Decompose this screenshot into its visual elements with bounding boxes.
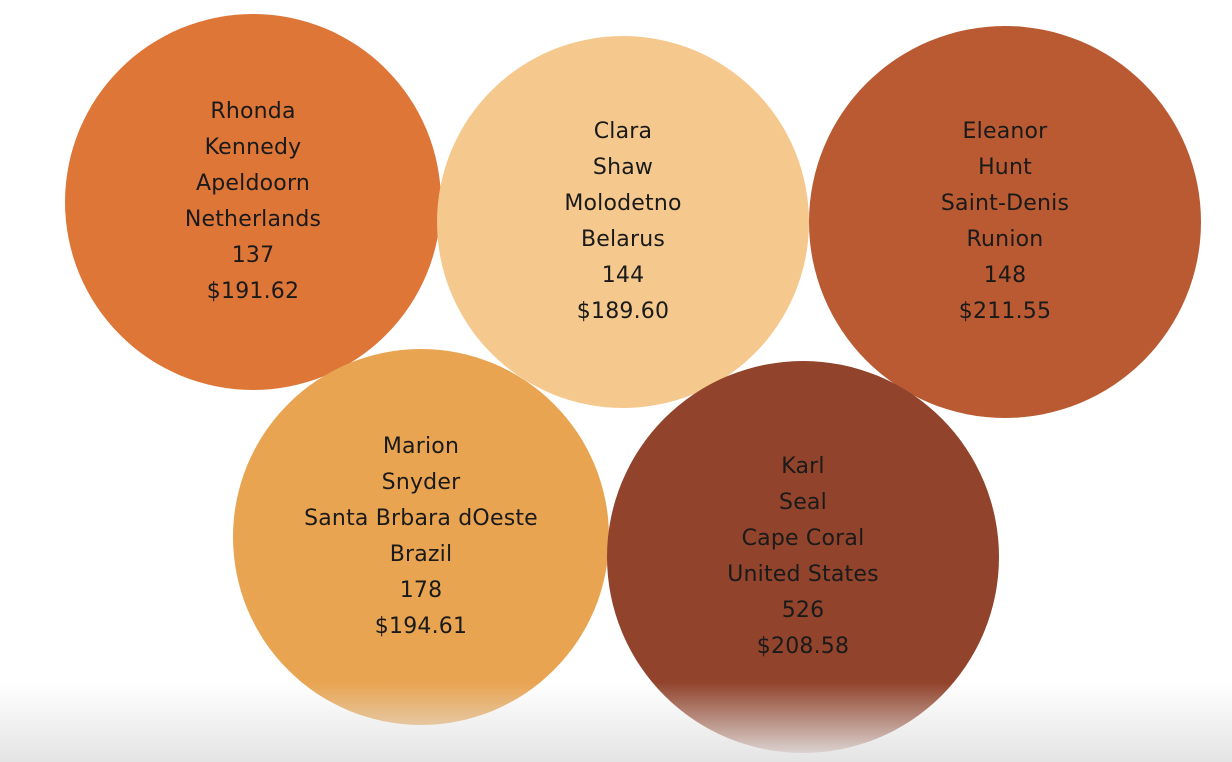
bubble-label-last-name: Hunt	[978, 155, 1032, 180]
bubble-label-city: Cape Coral	[741, 526, 865, 551]
bubble[interactable]: Marion Snyder Santa Brbara dOeste Brazil 178…	[233, 349, 609, 725]
bubble-label-city: Molodetno	[564, 191, 682, 216]
bubble-label-last-name: Kennedy	[204, 135, 302, 160]
bubble-label-country: Runion	[966, 227, 1044, 252]
bubble[interactable]: Eleanor Hunt Saint-Denis Runion 148 $211.55	[809, 26, 1201, 418]
bubble-label-first-name: Karl	[781, 454, 825, 479]
bubble-label-count: 178	[399, 578, 443, 603]
bubble-label-last-name: Shaw	[592, 155, 654, 180]
bubble-label-count: 144	[601, 263, 645, 288]
bubble-labels: Rhonda Kennedy Apeldoorn Netherlands 137 $191…	[185, 94, 321, 310]
bubble-label-first-name: Marion	[382, 434, 460, 459]
bubble-label-last-name: Seal	[779, 490, 827, 515]
bubble[interactable]: Karl Seal Cape Coral United States 526 $208.5…	[607, 361, 999, 753]
bubble-labels: Eleanor Hunt Saint-Denis Runion 148 $211.55	[941, 114, 1069, 330]
bubble-label-amount: $194.61	[374, 614, 468, 639]
bubble-label-country: Netherlands	[184, 207, 322, 232]
bubble-label-count: 526	[781, 598, 825, 623]
bubble-label-amount: $211.55	[958, 299, 1052, 324]
bubble-labels: Marion Snyder Santa Brbara dOeste Brazil 178…	[304, 429, 538, 645]
bottom-fade	[0, 682, 1232, 762]
bubble-label-country: Brazil	[389, 542, 453, 567]
bubble[interactable]: Rhonda Kennedy Apeldoorn Netherlands 137 $191…	[65, 14, 441, 390]
bubble-label-city: Apeldoorn	[196, 171, 310, 196]
bubble-labels: Clara Shaw Molodetno Belarus 144 $189.60	[564, 114, 681, 330]
bubble-label-last-name: Snyder	[381, 470, 461, 495]
bubble-labels: Karl Seal Cape Coral United States 526 $208.5…	[727, 449, 879, 665]
bubble-label-first-name: Rhonda	[210, 99, 296, 124]
bubble-label-count: 137	[231, 243, 275, 268]
bubble-label-country: Belarus	[580, 227, 666, 252]
bubble-label-first-name: Clara	[593, 119, 653, 144]
bubble-label-amount: $191.62	[206, 279, 300, 304]
bubble[interactable]: Clara Shaw Molodetno Belarus 144 $189.60	[437, 36, 809, 408]
bubble-label-country: United States	[727, 562, 879, 587]
bubble-label-count: 148	[983, 263, 1027, 288]
bubble-label-amount: $189.60	[576, 299, 670, 324]
bubble-label-first-name: Eleanor	[962, 119, 1048, 144]
bubble-label-city: Saint-Denis	[940, 191, 1070, 216]
bubble-label-city: Santa Brbara dOeste	[304, 506, 538, 531]
bubble-label-amount: $208.58	[756, 634, 850, 659]
